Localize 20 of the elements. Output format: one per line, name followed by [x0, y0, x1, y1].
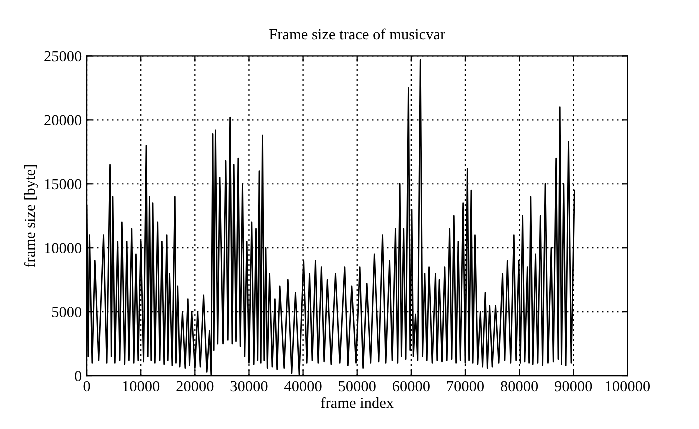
x-tick-label: 40000 [284, 381, 322, 392]
x-tick-label: 70000 [447, 381, 484, 392]
x-tick-label: 50000 [339, 381, 376, 392]
x-tick-label: 60000 [392, 381, 430, 392]
x-tick-label: 90000 [555, 381, 592, 392]
chart-title: Frame size trace of musicvar [270, 28, 446, 40]
x-tick-label: 0 [84, 381, 90, 392]
x-tick-label: 10000 [123, 381, 160, 392]
y-tick-label: 0 [75, 371, 82, 382]
y-tick-label: 20000 [44, 115, 82, 126]
x-tick-label: 80000 [501, 381, 538, 392]
y-tick-label: 15000 [45, 179, 82, 190]
x-axis-title: frame index [321, 397, 394, 408]
x-tick-label: 30000 [230, 381, 268, 392]
x-tick-label: 20000 [176, 381, 214, 392]
y-tick-label: 10000 [45, 243, 82, 254]
y-tick-label: 5000 [52, 307, 82, 318]
y-axis-title: frame size [byte] [24, 166, 38, 268]
y-tick-label: 25000 [44, 51, 82, 62]
x-tick-label: 100000 [606, 381, 650, 392]
